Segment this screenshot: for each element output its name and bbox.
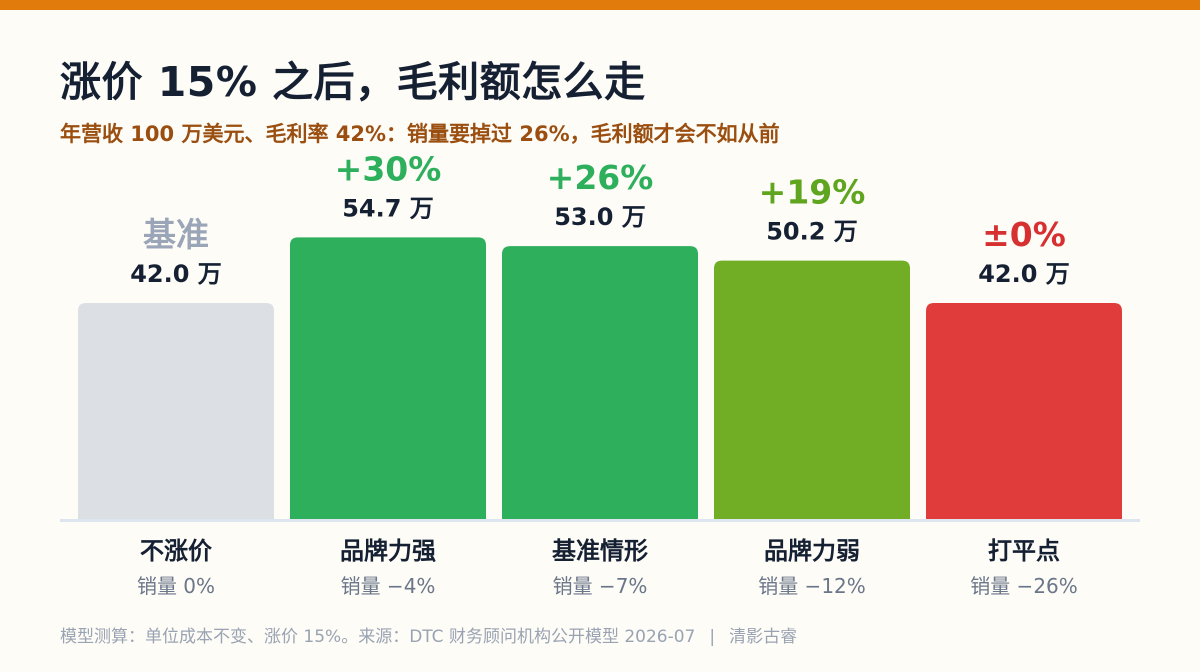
footnote-brand: 清影古睿: [729, 627, 798, 647]
volume-change-label: 销量 0%: [137, 574, 215, 598]
category-label: 不涨价: [140, 537, 213, 565]
delta-label: +19%: [759, 173, 866, 212]
category-label: 品牌力弱: [764, 537, 860, 565]
footnote-separator: |: [709, 627, 716, 647]
value-label: 50.2 万: [766, 218, 858, 246]
value-label: 42.0 万: [130, 260, 222, 288]
volume-change-label: 销量 −4%: [341, 574, 436, 598]
top-accent-bar: [0, 0, 1200, 10]
footnote: 模型测算：单位成本不变、涨价 15%。来源：DTC 财务顾问机构公开模型 202…: [60, 622, 797, 647]
delta-label: +26%: [547, 158, 654, 197]
volume-change-label: 销量 −12%: [758, 574, 866, 598]
volume-change-label: 销量 −7%: [553, 574, 648, 598]
delta-label: ±0%: [982, 215, 1066, 254]
category-label: 品牌力强: [340, 537, 436, 565]
footnote-source: 模型测算：单位成本不变、涨价 15%。来源：DTC 财务顾问机构公开模型 202…: [60, 627, 696, 647]
category-label: 基准情形: [552, 537, 648, 565]
value-label: 54.7 万: [342, 194, 434, 222]
bar: [290, 237, 486, 520]
bar: [78, 303, 274, 520]
page-subtitle: 年营收 100 万美元、毛利率 42%：销量要掉过 26%，毛利额才会不如从前: [60, 122, 780, 146]
x-axis-baseline: [60, 519, 1140, 522]
bar: [926, 303, 1122, 520]
value-label: 42.0 万: [978, 260, 1070, 288]
delta-label: +30%: [335, 149, 442, 188]
volume-change-label: 销量 −26%: [970, 574, 1078, 598]
category-label: 打平点: [988, 537, 1060, 565]
delta-label: 基准: [143, 215, 209, 254]
value-label: 53.0 万: [554, 203, 646, 231]
bar: [714, 260, 910, 520]
bar: [502, 246, 698, 520]
page-title: 涨价 15% 之后，毛利额怎么走: [60, 58, 646, 106]
